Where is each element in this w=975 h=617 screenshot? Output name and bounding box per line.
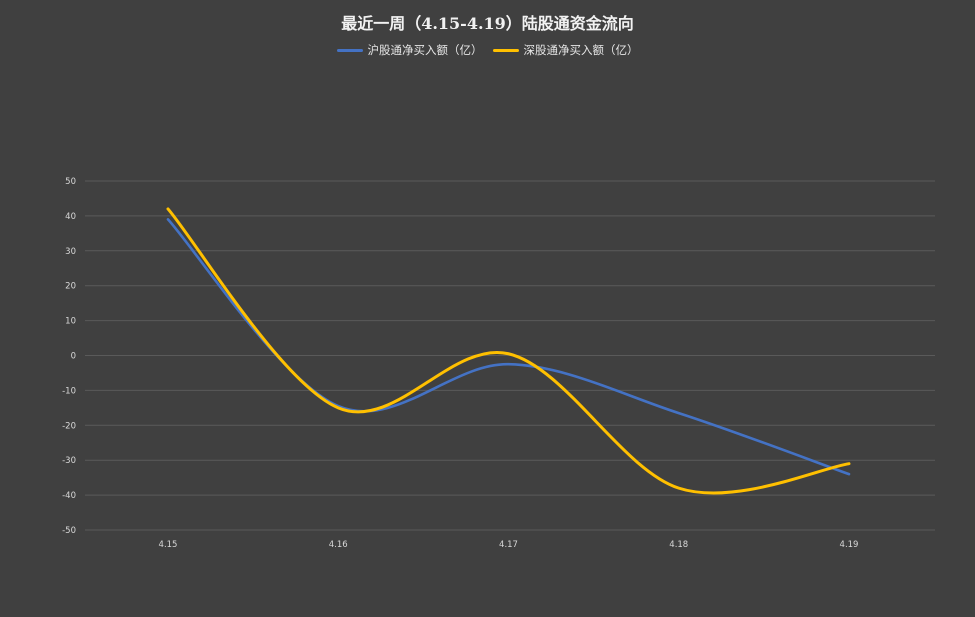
y-tick-label: -30: [62, 456, 76, 466]
y-tick-label: -10: [62, 386, 76, 396]
x-tick-label: 4.16: [329, 540, 348, 550]
chart-title: 最近一周（4.15-4.19）陆股通资金流向: [341, 14, 634, 33]
y-tick-label: 20: [65, 282, 76, 292]
y-tick-label: 0: [71, 352, 76, 362]
y-tick-label: 30: [65, 247, 76, 257]
legend: 沪股通净买入额（亿） 深股通净买入额（亿）: [0, 42, 975, 58]
legend-item-sz: 深股通净买入额（亿）: [492, 42, 639, 58]
legend-swatch-sh: [336, 48, 363, 52]
y-tick-label: 40: [65, 212, 76, 222]
legend-swatch-sz: [492, 48, 519, 52]
x-tick-label: 4.18: [669, 540, 688, 550]
y-tick-label: -50: [62, 526, 76, 536]
legend-label-sz: 深股通净买入额（亿）: [523, 43, 639, 57]
x-tick-label: 4.19: [840, 540, 859, 550]
y-tick-label: 50: [65, 177, 76, 187]
x-tick-label: 4.15: [159, 540, 178, 550]
series-line-1: [166, 207, 851, 495]
y-tick-label: -40: [62, 491, 76, 501]
x-tick-label: 4.17: [499, 540, 518, 550]
legend-label-sh: 沪股通净买入额（亿）: [367, 43, 483, 57]
y-tick-label: 10: [65, 317, 76, 327]
y-tick-label: -20: [62, 421, 76, 431]
legend-item-sh: 沪股通净买入额（亿）: [336, 42, 483, 58]
